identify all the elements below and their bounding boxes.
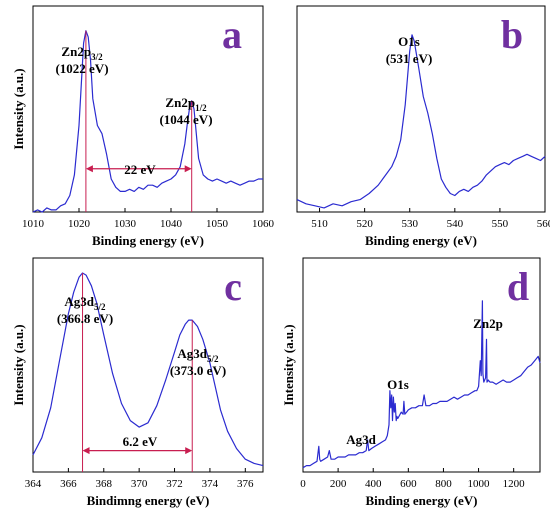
x-tick-label: 1000 — [468, 478, 491, 490]
peak-label: Zn2p — [473, 316, 503, 331]
x-tick-label: 376 — [237, 478, 254, 490]
peak-value: (373.0 eV) — [170, 363, 226, 378]
peak-value: (531 eV) — [386, 51, 433, 66]
peak-subscript: 1/2 — [195, 103, 207, 113]
peak-value: (1044 eV) — [159, 112, 212, 127]
plot-frame — [32, 5, 264, 213]
x-tick-label: 366 — [60, 478, 77, 490]
x-tick-label: 530 — [401, 218, 418, 230]
peak-name: Ag3d — [64, 294, 94, 309]
peak-value: (366.8 eV) — [57, 311, 113, 326]
x-tick-label: 1040 — [160, 218, 183, 230]
peak-value: (1022 eV) — [55, 61, 108, 76]
peak-label: Zn2p3/2 — [61, 44, 103, 62]
peak-name: Ag3d — [177, 346, 207, 361]
peak-subscript: 5/2 — [94, 302, 106, 312]
y-axis-label: Intensity (a.u.) — [281, 324, 296, 405]
x-tick-label: 0 — [300, 478, 306, 490]
peak-label: Ag3d5/2 — [64, 294, 106, 312]
peak-name: Zn2p — [61, 44, 91, 59]
peak-label: Zn2p1/2 — [165, 95, 207, 113]
panel-c: 364 366 368 370 372 374 376 Bindimng energy (eV… — [11, 257, 264, 508]
y-axis-label: Intensity (a.u.) — [11, 68, 26, 149]
spectrum-line — [302, 300, 541, 469]
peak-name: O1s — [398, 34, 420, 49]
x-axis-label: Bindimng energy (eV) — [87, 493, 210, 508]
peak-label: Ag3d5/2 — [177, 346, 219, 364]
x-tick-label: 550 — [492, 218, 509, 230]
spectrum-line — [296, 34, 546, 209]
x-axis-label: Binding energy (eV) — [366, 493, 478, 508]
spectrum-line — [32, 30, 263, 213]
y-axis-label: Intensity (a.u.) — [11, 324, 26, 405]
peak-name: Zn2p — [473, 316, 503, 331]
panel-letter: c — [224, 264, 242, 309]
peak-name: Ag3d — [346, 432, 376, 447]
x-tick-label: 1020 — [68, 218, 91, 230]
plot-frame — [296, 5, 546, 213]
separation-label: 6.2 eV — [123, 434, 158, 449]
x-tick-label: 368 — [96, 478, 113, 490]
x-axis-label: Binding energy (eV) — [365, 233, 477, 248]
peak-name: O1s — [387, 377, 409, 392]
panel-letter: b — [501, 12, 523, 57]
x-tick-label: 372 — [166, 478, 183, 490]
x-tick-label: 1030 — [114, 218, 137, 230]
x-tick-label: 1010 — [22, 218, 45, 230]
peak-subscript: 3/2 — [91, 52, 103, 62]
panel-d: 0 200 400 600 800 1000 1200 Binding energy (eV)… — [281, 257, 541, 508]
x-tick-label: 560 — [537, 218, 550, 230]
peak-label: Ag3d — [346, 432, 376, 447]
x-axis-label: Binding energy (eV) — [92, 233, 204, 248]
panel-letter: d — [507, 264, 529, 309]
peak-name: Zn2p — [165, 95, 195, 110]
panel-b: 510 520 530 540 550 560 Binding energy (eV) O1s… — [296, 5, 550, 248]
peak-subscript: 5/2 — [207, 354, 219, 364]
x-tick-label: 374 — [202, 478, 219, 490]
arrowhead-left — [85, 165, 93, 173]
x-tick-label: 364 — [25, 478, 42, 490]
x-tick-label: 540 — [447, 218, 464, 230]
x-tick-label: 1060 — [252, 218, 275, 230]
x-tick-label: 370 — [131, 478, 148, 490]
x-tick-label: 600 — [400, 478, 417, 490]
plot-frame — [32, 257, 264, 473]
x-tick-label: 1050 — [206, 218, 229, 230]
peak-label: O1s — [398, 34, 420, 49]
x-tick-label: 400 — [365, 478, 382, 490]
x-tick-label: 510 — [311, 218, 328, 230]
arrowhead-right — [185, 447, 193, 455]
separation-label: 22 eV — [124, 162, 156, 177]
arrowhead-left — [82, 447, 90, 455]
panel-a: 1010 1020 1030 1040 1050 1060 Binding energy (… — [11, 5, 275, 248]
x-tick-label: 200 — [330, 478, 347, 490]
panel-letter: a — [222, 12, 242, 57]
peak-label: O1s — [387, 377, 409, 392]
x-tick-label: 1200 — [503, 478, 526, 490]
spectrum-line — [32, 272, 264, 467]
x-tick-label: 800 — [435, 478, 452, 490]
arrowhead-right — [184, 165, 192, 173]
plot-frame — [302, 257, 541, 473]
x-tick-label: 520 — [356, 218, 373, 230]
